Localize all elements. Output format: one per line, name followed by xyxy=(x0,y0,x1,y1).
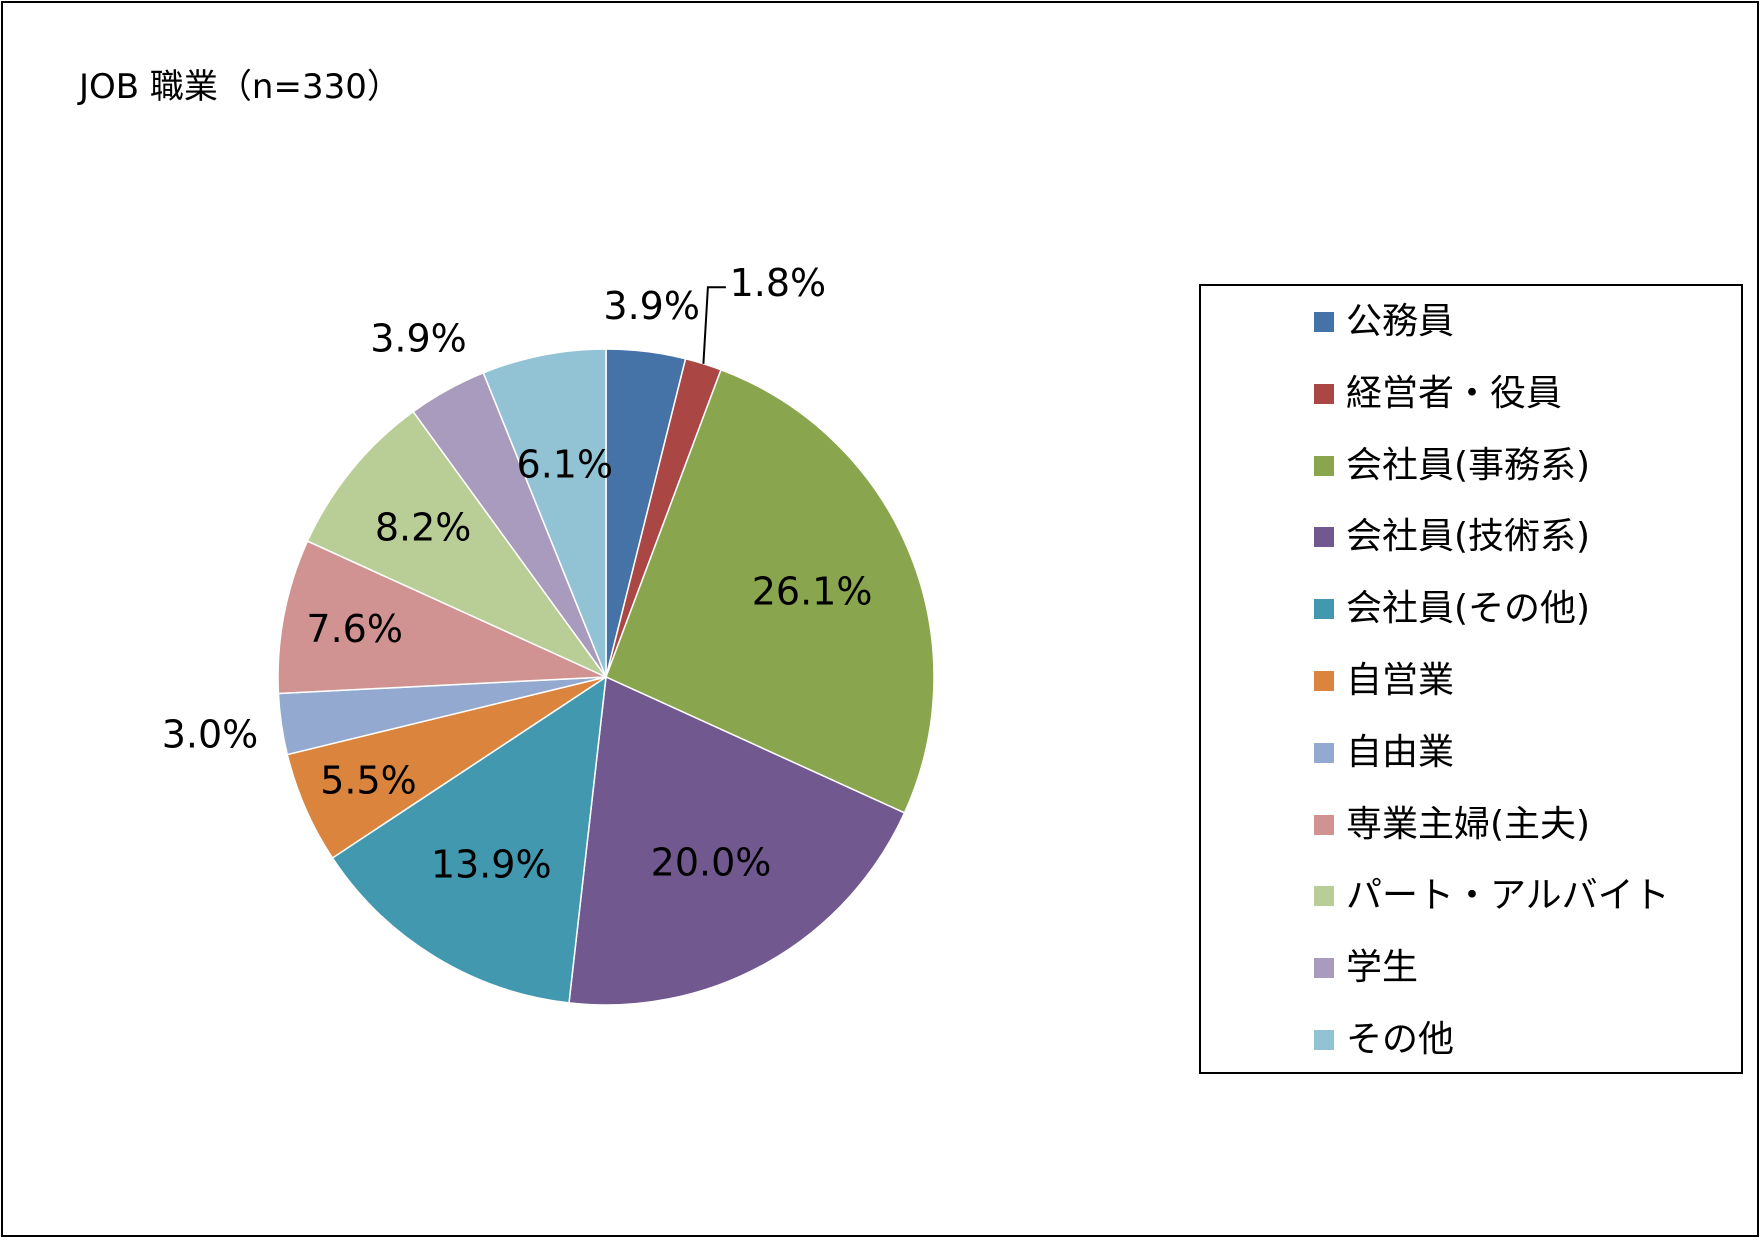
legend-swatch xyxy=(1314,455,1334,476)
legend-label: 経営者・役員 xyxy=(1346,372,1563,414)
legend-swatch xyxy=(1314,886,1334,907)
legend-label: その他 xyxy=(1346,1019,1455,1060)
legend-swatch xyxy=(1314,312,1334,332)
legend-swatch xyxy=(1314,742,1334,763)
pie-slice xyxy=(306,410,609,679)
legend-item: 公務員 xyxy=(1314,302,1454,342)
legend-label: 会社員(技術系) xyxy=(1346,516,1591,558)
legend-item: 自由業 xyxy=(1314,731,1455,773)
legend-item: 会社員(その他) xyxy=(1314,589,1590,629)
data-label: 3.0% xyxy=(162,713,259,757)
pie-slice xyxy=(482,348,607,678)
legend-item: 専業主婦(主夫) xyxy=(1314,803,1591,845)
legend-swatch xyxy=(1314,599,1334,620)
chart-title: JOB 職業（n=330） xyxy=(79,67,401,107)
legend-label: 公務員 xyxy=(1346,301,1455,342)
data-label: 7.6% xyxy=(306,607,403,651)
pie-slice xyxy=(568,675,906,1006)
data-label: 6.1% xyxy=(517,443,614,487)
pie-slice xyxy=(331,675,607,1004)
legend-swatch xyxy=(1314,814,1334,835)
legend-label: パート・アルバイト xyxy=(1346,875,1670,917)
pie-slice xyxy=(605,368,935,814)
legend-item: 会社員(事務系) xyxy=(1314,444,1591,486)
legend-label: 専業主婦(主夫) xyxy=(1346,803,1591,845)
legend-swatch xyxy=(1314,527,1334,548)
legend-swatch xyxy=(1314,383,1334,404)
data-label: 8.2% xyxy=(375,506,472,550)
legend-item: 学生 xyxy=(1314,948,1418,988)
data-label: 20.0% xyxy=(651,841,772,885)
legend-swatch xyxy=(1314,1030,1334,1050)
legend-swatch xyxy=(1314,958,1334,979)
legend-item: その他 xyxy=(1314,1020,1454,1060)
legend-label: 会社員(その他) xyxy=(1346,588,1591,630)
data-label: 5.5% xyxy=(320,759,417,803)
data-label: 3.9% xyxy=(370,316,467,360)
leader-line xyxy=(702,286,726,364)
data-label: 3.9% xyxy=(603,284,700,328)
legend-item: 経営者・役員 xyxy=(1314,372,1563,414)
legend-item: パート・アルバイト xyxy=(1314,876,1670,916)
data-label: 13.9% xyxy=(431,842,552,886)
legend: 公務員経営者・役員 会社員(事務系) 会社員(技術系) 会社員(その他) 自営業自由業専… xyxy=(1199,284,1743,1074)
legend-label: 会社員(事務系) xyxy=(1346,444,1591,486)
data-label: 1.8% xyxy=(730,261,827,305)
legend-swatch xyxy=(1314,671,1334,691)
pie-slice xyxy=(277,540,607,695)
legend-label: 自由業 xyxy=(1346,731,1455,773)
legend-label: 自営業 xyxy=(1346,660,1455,701)
legend-label: 学生 xyxy=(1346,947,1419,989)
legend-item: 会社員(技術系) xyxy=(1314,517,1590,557)
data-label: 26.1% xyxy=(752,570,873,614)
legend-item: 自営業 xyxy=(1314,661,1454,701)
